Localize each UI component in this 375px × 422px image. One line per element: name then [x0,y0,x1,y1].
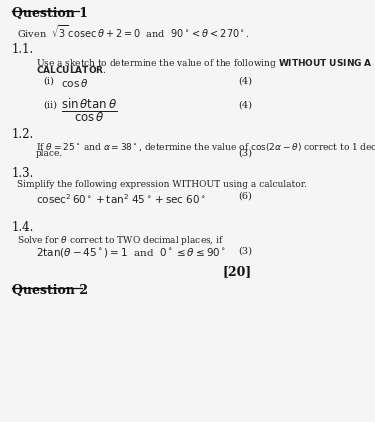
Text: 1.3.: 1.3. [12,167,34,180]
Text: Use a sketch to determine the value of the following $\mathbf{WITHOUT\ USING\ A}: Use a sketch to determine the value of t… [36,57,372,70]
Text: $\cos\theta$: $\cos\theta$ [61,77,88,89]
Text: (3): (3) [238,246,252,255]
Text: Given  $\sqrt{3}\,\mathrm{cosec}\,\theta + 2 = 0$  and  $90^\circ < \theta < 270: Given $\sqrt{3}\,\mathrm{cosec}\,\theta … [17,23,250,40]
Text: (3): (3) [238,149,252,157]
Text: 1.4.: 1.4. [12,221,34,234]
Text: If $\theta = 25^\circ$ and $\alpha = 38^\circ$, determine the value of $\cos(2\a: If $\theta = 25^\circ$ and $\alpha = 38^… [36,141,375,153]
Text: $\dfrac{\sin\theta\tan\theta}{\cos\theta}$: $\dfrac{\sin\theta\tan\theta}{\cos\theta… [61,97,117,124]
Text: [20]: [20] [223,265,252,278]
Text: (i): (i) [44,77,54,86]
Text: $\mathrm{cosec}^2\,60^\circ + \tan^2\,45^\circ + \sec\,60^\circ$: $\mathrm{cosec}^2\,60^\circ + \tan^2\,45… [36,192,206,206]
Text: Solve for $\theta$ correct to TWO decimal places, if: Solve for $\theta$ correct to TWO decima… [17,235,225,247]
Text: (6): (6) [238,192,252,201]
Text: (ii): (ii) [44,100,58,109]
Text: Question 2: Question 2 [12,284,88,298]
Text: place.: place. [36,149,63,157]
Text: Simplify the following expression WITHOUT using a calculator.: Simplify the following expression WITHOU… [17,180,307,189]
Text: $2\tan(\theta - 45^\circ) = 1$  and  $0^\circ \leq \theta \leq 90^\circ$: $2\tan(\theta - 45^\circ) = 1$ and $0^\c… [36,246,226,259]
Text: Question 1: Question 1 [12,7,88,20]
Text: (4): (4) [238,77,252,86]
Text: (4): (4) [238,100,252,109]
Text: $\mathbf{CALCULATOR}$.: $\mathbf{CALCULATOR}$. [36,64,106,75]
Text: 1.2.: 1.2. [12,128,34,141]
Text: 1.1.: 1.1. [12,43,34,56]
